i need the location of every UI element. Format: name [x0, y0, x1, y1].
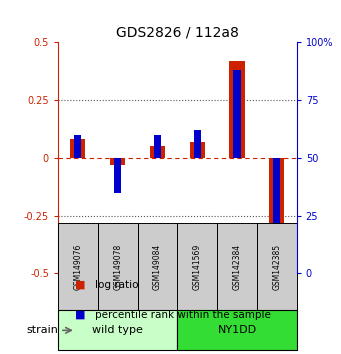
Text: GSM142384: GSM142384 [233, 244, 241, 290]
Bar [269, 158, 284, 269]
Bar [58, 310, 177, 350]
Bar [190, 142, 205, 158]
Text: ■: ■ [75, 310, 86, 320]
Bar [74, 135, 81, 158]
Title: GDS2826 / 112a8: GDS2826 / 112a8 [116, 26, 239, 40]
Bar [137, 223, 177, 310]
Bar [217, 223, 257, 310]
Text: GSM149078: GSM149078 [113, 244, 122, 290]
Text: log ratio: log ratio [95, 280, 139, 290]
Bar [150, 147, 165, 158]
Bar [194, 130, 201, 158]
Text: GSM141569: GSM141569 [193, 244, 202, 290]
Bar [70, 139, 85, 158]
Bar [177, 223, 217, 310]
Text: strain: strain [26, 325, 58, 335]
Text: wild type: wild type [92, 325, 143, 335]
Text: NY1DD: NY1DD [218, 325, 256, 335]
Text: percentile rank within the sample: percentile rank within the sample [95, 310, 271, 320]
Bar [273, 158, 280, 269]
Bar [177, 310, 297, 350]
Bar [58, 223, 98, 310]
Bar [110, 158, 125, 165]
Bar [154, 135, 161, 158]
Text: GSM149076: GSM149076 [73, 244, 83, 290]
Bar [233, 70, 241, 158]
Text: GSM142385: GSM142385 [272, 244, 281, 290]
Text: GSM149084: GSM149084 [153, 244, 162, 290]
Bar [229, 61, 244, 158]
Text: ■: ■ [75, 280, 86, 290]
Bar [257, 223, 297, 310]
Bar [98, 223, 137, 310]
Bar [114, 158, 121, 193]
